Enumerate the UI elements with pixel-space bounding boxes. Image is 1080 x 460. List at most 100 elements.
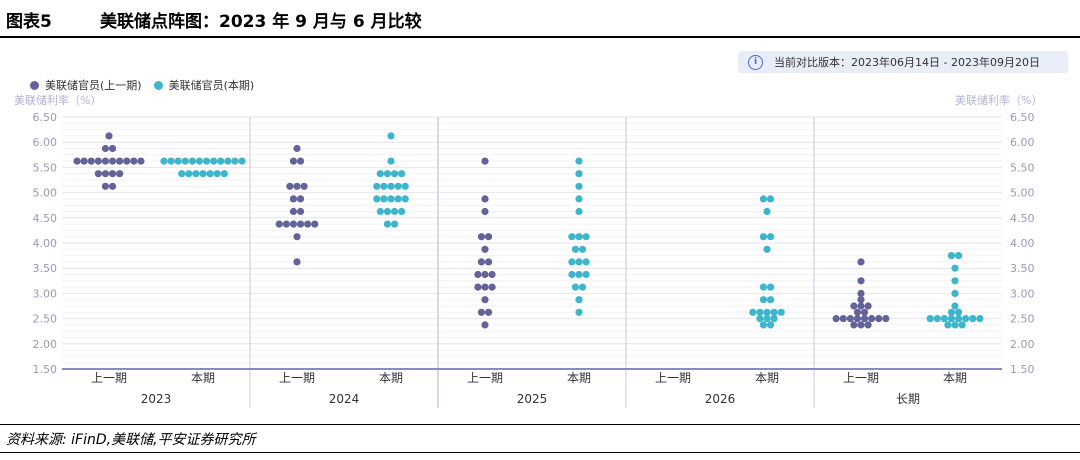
version-info-text: 当前对比版本：2023年06月14日 - 2023年09月20日 [774, 56, 1040, 69]
y-axis-label-right: 美联储利率（%） [955, 94, 1043, 107]
dot-curr [770, 308, 778, 316]
dot-prev [853, 315, 862, 323]
dot-curr [962, 315, 970, 323]
x-subgroup-label: 上一期 [843, 371, 879, 385]
dot-curr [770, 315, 778, 323]
dot-prev [293, 182, 301, 190]
dot-curr [766, 283, 775, 291]
dot-curr [756, 308, 764, 316]
y-tick-label-right: 3.50 [1010, 262, 1035, 275]
dot-prev [860, 308, 869, 316]
dot-curr [224, 157, 232, 165]
legend-item-prev[interactable]: 美联储官员(上一期) [30, 77, 142, 93]
legend-item-curr[interactable]: 美联储官员(本期) [153, 77, 254, 93]
dot-prev [123, 157, 131, 165]
x-subgroup-label: 本期 [191, 371, 215, 385]
dot-curr [181, 157, 189, 165]
dot-prev [488, 283, 496, 291]
dot-curr [575, 296, 583, 304]
dot-curr [387, 182, 395, 190]
dot-prev [481, 321, 489, 329]
dot-curr [380, 195, 388, 203]
dot-curr [174, 157, 182, 165]
dot-curr [213, 170, 221, 178]
y-tick-label-right: 4.00 [1010, 237, 1035, 250]
dot-prev [101, 157, 110, 165]
dot-prev [296, 220, 305, 228]
dot-prev [484, 258, 493, 266]
dot-curr [578, 245, 587, 253]
dot-curr [766, 296, 775, 304]
dot-prev [864, 321, 872, 329]
dot-prev [293, 233, 301, 241]
dot-prev [868, 315, 876, 323]
dot-curr [954, 315, 963, 323]
legend-label-prev: 美联储官员(上一期) [45, 79, 142, 92]
dot-curr [571, 245, 580, 253]
dot-curr [160, 157, 168, 165]
dot-prev [130, 157, 138, 165]
dot-curr [926, 315, 934, 323]
dot-prev [289, 195, 298, 203]
dot-prev [481, 270, 489, 279]
y-tick-label-right: 1.50 [1010, 363, 1035, 376]
dot-curr [766, 321, 775, 329]
source-note: 资料来源: iFinD,美联储,平安证券研究所 [6, 432, 256, 448]
dot-prev [857, 296, 865, 304]
dot-prev [864, 302, 872, 310]
dot-prev [857, 321, 865, 329]
x-subgroup-label: 上一期 [91, 371, 127, 385]
dot-curr [582, 258, 590, 266]
footer-divider-bottom [0, 452, 1080, 453]
dot-curr [575, 207, 583, 216]
dot-prev [481, 157, 489, 165]
dot-prev [108, 170, 117, 178]
dot-curr [217, 157, 225, 165]
dot-prev [839, 315, 847, 323]
dot-curr [575, 182, 583, 190]
x-group-label: 2026 [705, 392, 736, 406]
dot-curr [582, 233, 590, 241]
dot-prev [857, 277, 865, 285]
dot-prev [484, 308, 493, 316]
dot-curr [398, 207, 406, 216]
y-tick-label-right: 5.50 [1010, 161, 1035, 174]
dot-curr [969, 315, 977, 323]
dot-curr [383, 170, 392, 178]
dot-prev [832, 315, 840, 323]
dot-curr [947, 315, 956, 323]
dot-curr [951, 289, 959, 297]
x-subgroup-label: 上一期 [655, 371, 691, 385]
dot-prev [488, 270, 496, 279]
dot-prev [296, 207, 305, 216]
figure-label: 图表5 [6, 12, 52, 32]
x-subgroup-label: 本期 [755, 371, 779, 385]
dot-curr [976, 315, 984, 323]
dot-prev [286, 182, 294, 190]
y-tick-label-right: 5.00 [1010, 187, 1035, 200]
dot-curr [763, 308, 771, 316]
dot-prev [481, 207, 489, 216]
dot-curr [749, 308, 757, 316]
dot-prev [282, 220, 290, 228]
dot-curr [575, 308, 583, 316]
x-subgroup-label: 本期 [943, 371, 967, 385]
dot-curr [373, 195, 381, 203]
dot-prev [846, 315, 854, 323]
dot-prev [108, 157, 117, 165]
dot-curr [387, 195, 395, 203]
dot-prev [293, 258, 301, 266]
x-group-label: 2025 [517, 392, 548, 406]
dot-curr [575, 157, 583, 165]
dot-curr [188, 157, 196, 165]
dot-curr [582, 270, 590, 279]
dot-prev [300, 182, 308, 190]
y-tick-label-right: 2.00 [1010, 338, 1035, 351]
dot-curr [390, 170, 399, 178]
x-subgroup-label: 本期 [379, 371, 403, 385]
dot-curr [390, 207, 399, 216]
dot-prev [857, 258, 865, 266]
dot-curr [192, 170, 200, 178]
dot-curr [231, 157, 239, 165]
dot-curr [944, 321, 952, 329]
